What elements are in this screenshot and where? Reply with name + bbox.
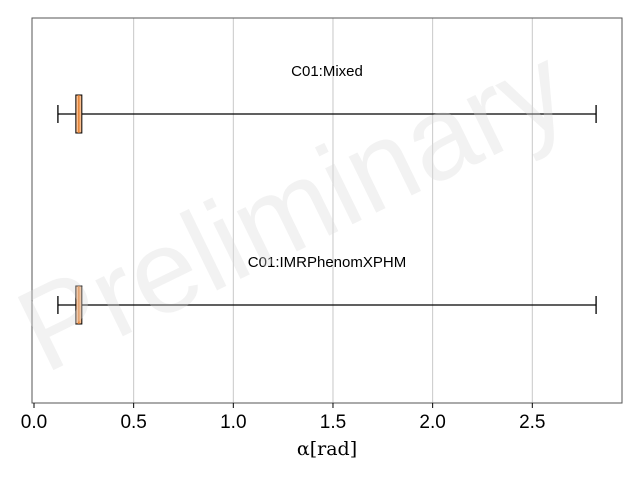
x-tick-label: 2.0 bbox=[419, 412, 445, 433]
x-tick-label: 0.5 bbox=[120, 412, 146, 433]
series-label: C01:IMRPhenomXPHM bbox=[248, 254, 406, 271]
plot-area bbox=[32, 18, 622, 403]
x-tick-label: 0.0 bbox=[21, 412, 47, 433]
grid bbox=[133, 18, 533, 403]
x-axis-label: α[rad] bbox=[297, 438, 357, 460]
x-tick-label: 1.5 bbox=[320, 412, 346, 433]
series-labels: C01:Mixed C01:IMRPhenomXPHM bbox=[248, 63, 406, 271]
x-tick-label: 1.0 bbox=[220, 412, 246, 433]
x-tick-label: 2.5 bbox=[519, 412, 545, 433]
boxes bbox=[57, 94, 597, 325]
series-label: C01:Mixed bbox=[291, 63, 363, 80]
x-ticks: 0.0 0.5 1.0 1.5 2.0 2.5 bbox=[21, 403, 546, 433]
plot-frame bbox=[31, 17, 623, 404]
